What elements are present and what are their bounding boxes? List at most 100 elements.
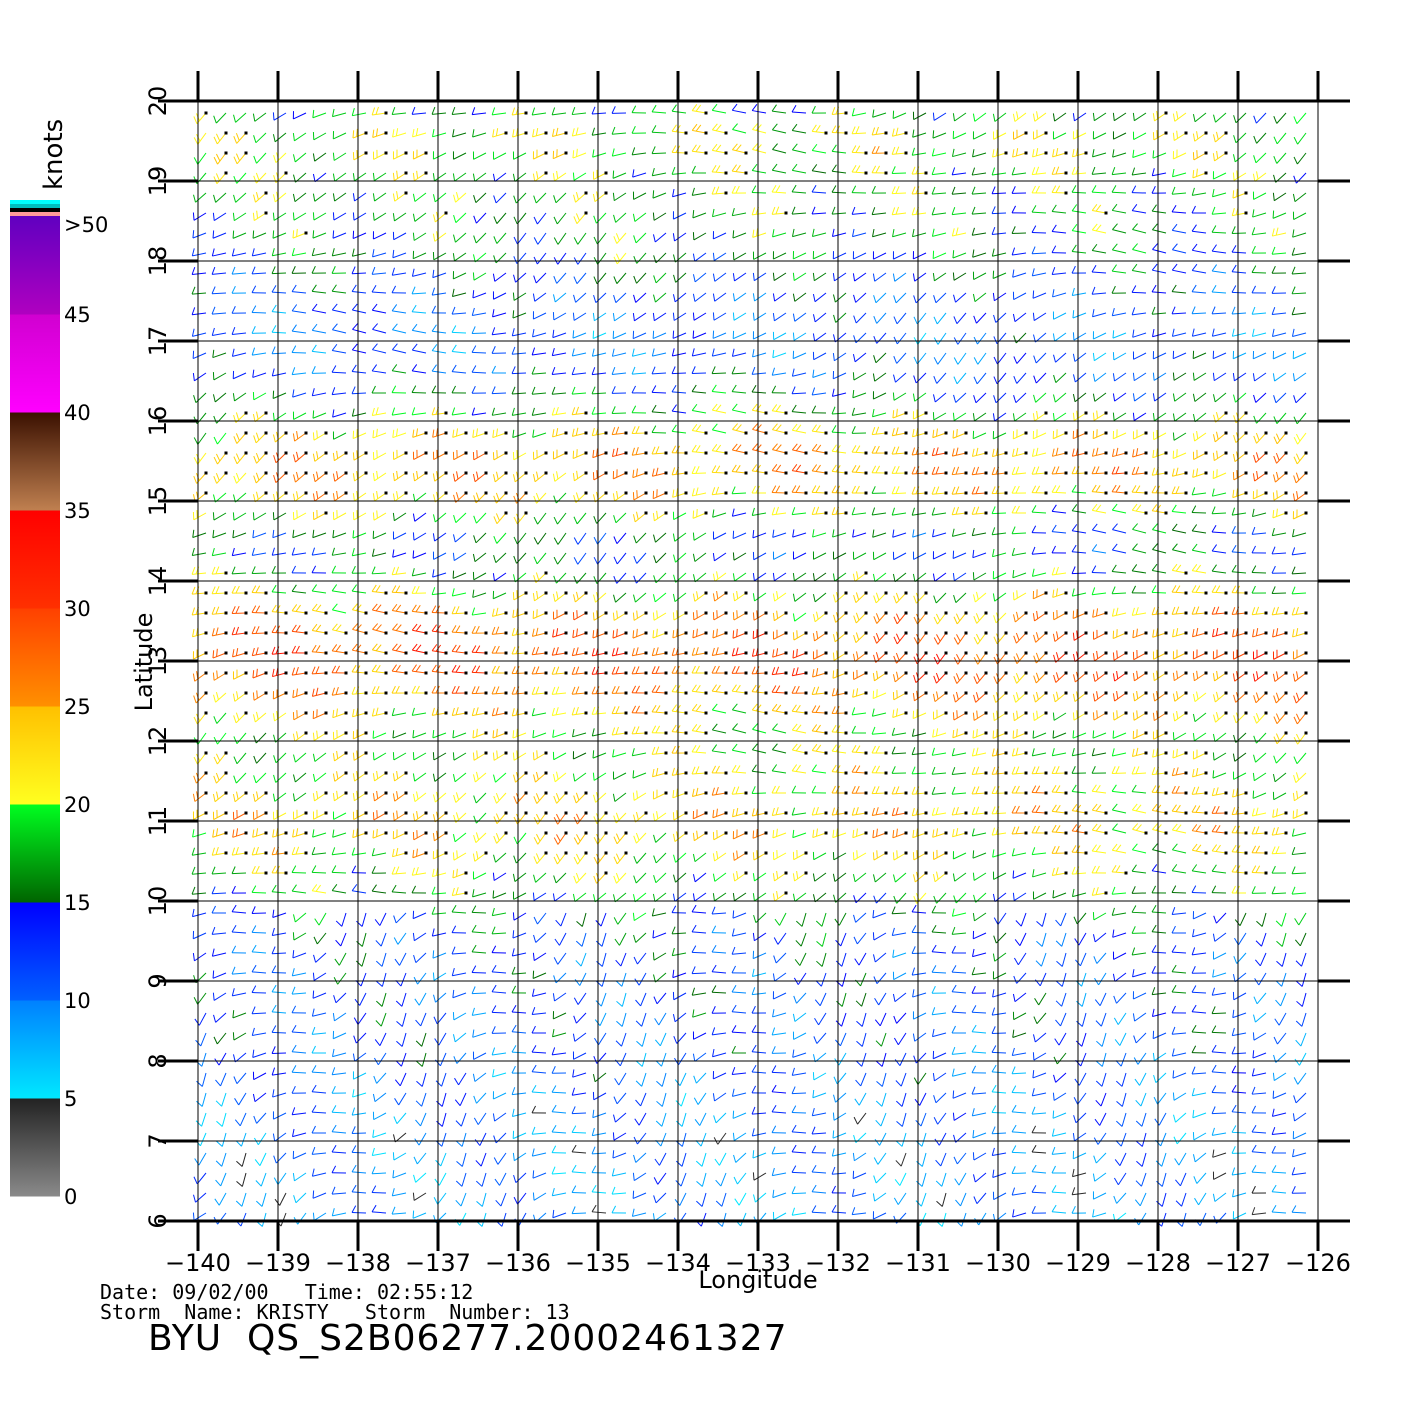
wind-barb xyxy=(912,926,926,933)
wind-barb xyxy=(912,729,926,737)
wind-barb xyxy=(654,553,666,563)
wind-barb xyxy=(353,150,367,160)
wind-barb xyxy=(292,604,307,614)
wind-barb xyxy=(672,348,686,356)
wind-barb xyxy=(373,193,386,201)
wind-barb xyxy=(1254,733,1266,743)
wind-barb xyxy=(932,748,946,755)
wind-barb xyxy=(733,910,746,918)
wind-barb xyxy=(1254,692,1268,703)
wind-barb xyxy=(1053,730,1066,738)
wind-barb xyxy=(1132,824,1147,835)
wind-barb xyxy=(354,1033,366,1043)
wind-barb xyxy=(932,167,946,174)
wind-barb xyxy=(572,128,586,136)
wind-barb xyxy=(533,450,547,460)
wind-barb xyxy=(513,1131,526,1139)
wind-barb xyxy=(916,1113,926,1126)
wind-barb xyxy=(1152,244,1166,253)
wind-barb xyxy=(472,686,487,694)
wind-barb xyxy=(1293,229,1306,237)
wind-barb xyxy=(1297,993,1306,1007)
wind-barb xyxy=(1292,567,1306,574)
wind-barb xyxy=(952,909,966,917)
wind-barb xyxy=(613,331,626,339)
wind-barb xyxy=(873,1211,886,1219)
wind-barb xyxy=(1292,587,1306,594)
wind-barb xyxy=(594,533,606,544)
wind-barb xyxy=(273,793,286,801)
wind-barb xyxy=(954,612,968,624)
wind-barb xyxy=(493,873,506,881)
wind-barb xyxy=(413,792,426,802)
wind-barb xyxy=(374,1053,386,1065)
wind-barb xyxy=(1292,867,1306,874)
wind-barb xyxy=(634,873,646,883)
wind-barb xyxy=(1052,546,1066,553)
wind-barb xyxy=(853,353,866,362)
wind-barb xyxy=(1013,130,1027,140)
wind-barb xyxy=(934,593,946,603)
lon-tick-label: −136 xyxy=(485,1249,551,1277)
wind-barb xyxy=(392,107,406,114)
wind-barb xyxy=(293,193,306,202)
wind-barb xyxy=(192,887,206,894)
wind-barb xyxy=(933,728,946,737)
wind-barb xyxy=(333,1013,346,1021)
wind-barb xyxy=(212,548,226,556)
wind-barb xyxy=(834,612,848,623)
wind-barb xyxy=(512,107,527,115)
wind-barb xyxy=(1253,650,1267,660)
wind-barb xyxy=(792,744,807,755)
wind-barb xyxy=(673,789,688,798)
wind-barb xyxy=(533,953,546,961)
wind-barb xyxy=(1013,1030,1026,1038)
wind-barb xyxy=(592,667,607,675)
wind-barb xyxy=(732,186,746,193)
wind-barb xyxy=(854,313,866,323)
wind-barb xyxy=(253,828,268,837)
wind-barb xyxy=(1055,1033,1066,1045)
lon-tick-label: −140 xyxy=(165,1249,231,1277)
wind-barb xyxy=(872,166,887,175)
wind-barb xyxy=(732,385,746,393)
wind-barb xyxy=(435,1053,446,1066)
wind-barb xyxy=(312,624,327,634)
wind-barb xyxy=(633,313,646,321)
wind-barb xyxy=(554,533,566,544)
wind-barb xyxy=(532,1045,546,1053)
wind-barb xyxy=(534,513,546,524)
wind-barb xyxy=(654,1193,666,1203)
wind-barb xyxy=(833,529,846,537)
wind-barb xyxy=(874,313,886,323)
wind-barb xyxy=(792,405,806,413)
wind-barb xyxy=(1032,167,1046,175)
wind-barb xyxy=(773,871,787,881)
wind-barb xyxy=(454,1053,466,1064)
wind-barb xyxy=(954,593,966,603)
wind-barb xyxy=(455,1093,466,1106)
wind-barb xyxy=(934,353,946,364)
wind-barb xyxy=(352,267,366,274)
wind-barb xyxy=(1254,393,1266,403)
wind-barb xyxy=(193,810,207,820)
wind-barb xyxy=(334,973,346,984)
wind-barb xyxy=(1112,448,1127,457)
wind-barb xyxy=(772,1105,786,1113)
wind-barb xyxy=(753,1150,766,1158)
wind-barb xyxy=(1012,1146,1026,1153)
wind-barb xyxy=(472,608,486,615)
wind-barb xyxy=(512,687,527,695)
wind-barb xyxy=(352,409,366,417)
wind-barb xyxy=(572,407,587,415)
wind-barb xyxy=(813,1090,826,1098)
wind-barb xyxy=(512,387,526,394)
wind-barb xyxy=(1252,509,1266,517)
wind-barb xyxy=(534,273,546,283)
wind-barb xyxy=(413,450,427,460)
wind-barb xyxy=(1172,285,1186,293)
wind-barb xyxy=(934,1113,946,1124)
wind-barb xyxy=(313,773,326,782)
wind-barb xyxy=(196,1033,206,1046)
